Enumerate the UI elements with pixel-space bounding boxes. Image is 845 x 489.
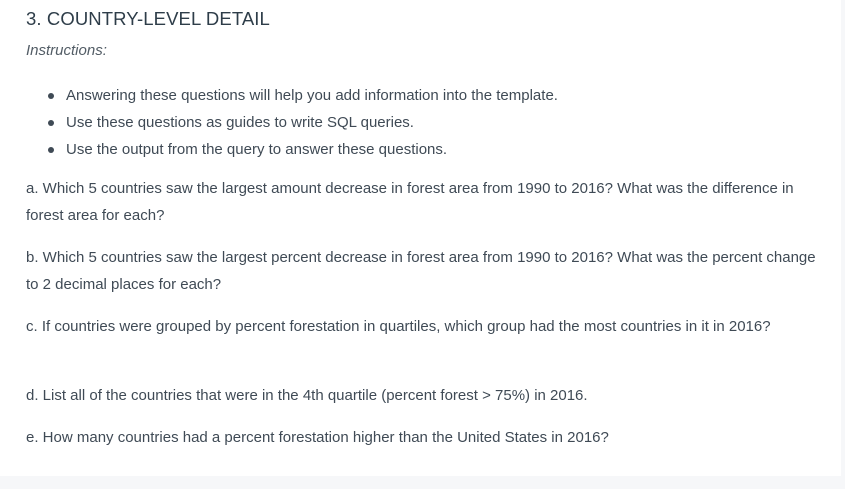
instruction-bullet: Use the output from the query to answer …	[26, 136, 558, 163]
instruction-bullet-list: Answering these questions will help you …	[26, 82, 558, 163]
section-heading: 3. COUNTRY-LEVEL DETAIL	[26, 8, 270, 29]
content-card: 3. COUNTRY-LEVEL DETAIL Instructions: An…	[26, 8, 816, 446]
page-footer-gap	[0, 476, 845, 489]
question-b: b. Which 5 countries saw the largest per…	[26, 249, 816, 293]
bullet-dot-icon	[48, 120, 54, 126]
instructions-label: Instructions:	[26, 42, 107, 59]
question-a: a. Which 5 countries saw the largest amo…	[26, 180, 794, 224]
instruction-bullet-text: Answering these questions will help you …	[66, 87, 558, 104]
instruction-bullet-text: Use these questions as guides to write S…	[66, 114, 414, 131]
question-e: e. How many countries had a percent fore…	[26, 429, 609, 446]
bullet-dot-icon	[48, 147, 54, 153]
instruction-bullet: Answering these questions will help you …	[26, 82, 558, 109]
page-edge	[841, 0, 845, 476]
question-d: d. List all of the countries that were i…	[26, 387, 588, 404]
bullet-dot-icon	[48, 93, 54, 99]
question-c: c. If countries were grouped by percent …	[26, 318, 771, 335]
instruction-bullet: Use these questions as guides to write S…	[26, 109, 558, 136]
instruction-bullet-text: Use the output from the query to answer …	[66, 141, 448, 158]
